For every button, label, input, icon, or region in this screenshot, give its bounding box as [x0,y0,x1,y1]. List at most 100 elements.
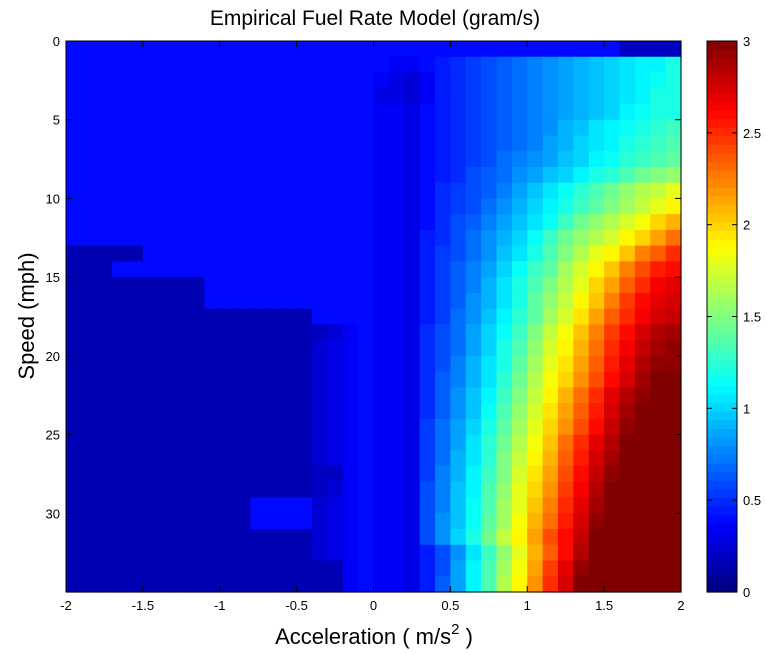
heatmap-cell [81,355,98,373]
heatmap-cell [281,166,298,184]
heatmap-cell [419,371,436,388]
heatmap-cell [189,88,205,105]
heatmap-cell [527,529,544,546]
heatmap-cell [173,434,190,451]
heatmap-cell [388,513,405,530]
heatmap-cell [112,324,129,341]
colorbar-segment [707,505,737,516]
heatmap-cell [219,560,236,577]
heatmap-cell [527,135,544,152]
heatmap-cell [588,214,605,231]
heatmap-cell [511,245,528,262]
heatmap-cell [373,340,390,357]
heatmap-cell [158,166,175,184]
heatmap-cell [96,308,113,325]
heatmap-cell [312,355,328,373]
heatmap-cell [142,560,159,577]
heatmap-cell [81,103,98,121]
heatmap-cell [588,292,605,310]
heatmap-cell [235,544,252,562]
heatmap-cell [342,41,359,58]
heatmap-cell [173,387,190,404]
heatmap-cell [604,418,621,436]
heatmap-cell [342,340,359,357]
heatmap-cell [388,450,405,467]
heatmap-cell [327,103,344,121]
heatmap-cell [189,497,205,514]
heatmap-cell [619,151,636,168]
heatmap-cell [573,229,590,247]
heatmap-cell [435,119,451,137]
heatmap-cell [373,119,390,137]
heatmap-cell [342,576,359,593]
heatmap-cell [112,466,129,483]
heatmap-cell [634,497,651,514]
heatmap-cell [604,72,621,89]
heatmap-cell [327,403,344,420]
heatmap-cell [542,355,559,373]
heatmap-cell [112,166,129,184]
heatmap-cell [604,277,621,294]
heatmap-cell [496,387,513,404]
heatmap-cell [81,513,98,530]
heatmap-cell [250,576,267,593]
heatmap-cell [312,277,328,294]
heatmap-cell [573,560,590,577]
heatmap-cell [342,214,359,231]
heatmap-cell [573,418,590,436]
heatmap-cell [511,182,528,200]
colorbar-segment [707,454,737,464]
heatmap-cell [81,434,98,451]
heatmap-cell [465,166,482,184]
heatmap-cell [465,418,482,436]
heatmap-cell [250,497,267,514]
heatmap-cell [527,355,544,373]
heatmap-cell [665,292,682,310]
heatmap-cell [265,292,282,310]
heatmap-cell [281,119,298,137]
heatmap-cell [312,340,328,357]
heatmap-cell [189,355,205,373]
heatmap-cell [604,340,621,357]
heatmap-cell [496,292,513,310]
heatmap-cell [496,182,513,200]
heatmap-cell [327,466,344,483]
heatmap-cell [158,277,175,294]
heatmap-cell [419,513,436,530]
heatmap-cell [173,481,190,499]
colorbar-segment [707,256,737,266]
heatmap-cell [634,103,651,121]
heatmap-cell [496,355,513,373]
heatmap-cell [527,72,544,89]
heatmap-cell [388,103,405,121]
heatmap-cell [312,198,328,215]
heatmap-cell [665,308,682,325]
heatmap-cell [573,119,590,137]
heatmap-cell [373,576,390,593]
heatmap-cell [189,245,205,262]
heatmap-cell [573,261,590,278]
heatmap-cell [404,308,421,325]
colorbar-segment [707,376,737,386]
heatmap-cell [112,72,129,89]
heatmap-cell [650,214,667,231]
heatmap-cell [588,340,605,357]
heatmap-cell [558,214,574,231]
heatmap-cell [158,151,175,168]
heatmap-cell [142,166,159,184]
heatmap-cell [312,182,328,200]
colorbar-segment [707,178,737,188]
heatmap-cell [450,308,467,325]
heatmap-cell [158,513,175,530]
heatmap-cell [358,277,375,294]
heatmap-cell [450,229,467,247]
heatmap-cell [327,261,344,278]
heatmap-cell [435,88,451,105]
heatmap-cell [173,403,190,420]
heatmap-cell [496,308,513,325]
heatmap-cell [235,308,252,325]
heatmap-cell [465,88,482,105]
heatmap-cell [265,229,282,247]
heatmap-cell [573,182,590,200]
heatmap-cell [634,41,651,58]
